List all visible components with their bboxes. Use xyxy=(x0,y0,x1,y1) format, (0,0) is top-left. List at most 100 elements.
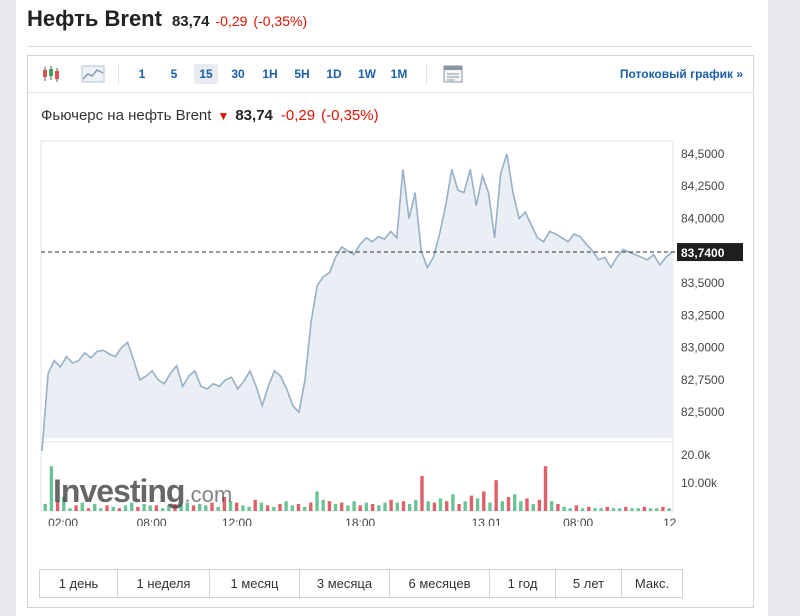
toolbar-separator xyxy=(426,64,427,84)
volume-bar xyxy=(482,491,486,511)
timeframe-5-button[interactable]: 5 xyxy=(170,67,178,81)
range-selector: 1 день 1 неделя 1 месяц 3 месяца 6 месяц… xyxy=(39,569,683,598)
volume-bar xyxy=(648,508,653,511)
y-tick-label: 82,5000 xyxy=(681,405,725,419)
range-5-years-button[interactable]: 5 лет xyxy=(556,570,622,597)
range-1-month-button[interactable]: 1 месяц xyxy=(210,570,300,597)
header-divider xyxy=(27,46,752,47)
volume-bar xyxy=(537,499,542,511)
timeframe-1-button[interactable]: 1 xyxy=(138,67,146,81)
contract-change: -0,29 xyxy=(280,107,316,124)
volume-bar xyxy=(618,508,622,511)
volume-bar xyxy=(611,508,616,511)
volume-bar xyxy=(340,502,344,511)
volume-bar xyxy=(105,505,109,511)
timeframe-1h-button[interactable]: 1H xyxy=(262,67,278,81)
volume-bar xyxy=(160,508,165,511)
down-arrow-icon: ▼ xyxy=(217,108,230,123)
range-1-day-button[interactable]: 1 день xyxy=(40,570,118,597)
timeframe-15-button[interactable]: 15 xyxy=(194,64,218,84)
candlestick-icon[interactable] xyxy=(40,63,62,85)
volume-bar xyxy=(99,508,103,511)
volume-bar xyxy=(241,505,245,511)
volume-bar xyxy=(55,501,60,511)
volume-bar xyxy=(93,504,97,511)
volume-bar xyxy=(321,499,325,511)
toolbar-separator xyxy=(118,64,119,84)
volume-bar xyxy=(475,498,480,511)
volume-bar xyxy=(111,506,115,511)
volume-bar xyxy=(123,505,128,511)
volume-bar xyxy=(346,505,350,511)
volume-bar xyxy=(142,504,146,511)
volume-bar xyxy=(167,505,171,511)
volume-bar xyxy=(198,504,202,511)
volume-bar xyxy=(494,480,498,511)
volume-bar xyxy=(303,506,307,511)
volume-bar xyxy=(364,502,369,511)
volume-bar xyxy=(543,466,548,511)
volume-bar xyxy=(605,506,609,511)
volume-bar xyxy=(284,501,288,511)
volume-bar xyxy=(383,502,387,511)
x-tick-label: 12:00 xyxy=(222,516,252,526)
volume-bar xyxy=(222,497,227,511)
volume-bar xyxy=(272,506,276,511)
volume-bar xyxy=(74,505,78,511)
volume-bar xyxy=(414,499,418,511)
price-line xyxy=(41,153,673,451)
y-tick-label: 84,0000 xyxy=(681,211,725,225)
price-chart[interactable]: 83,7400 84,5000 84,2500 84,0000 83,5000 83,25… xyxy=(28,56,753,526)
volume-bar xyxy=(630,508,634,511)
y-tick-label: 83,2500 xyxy=(681,308,725,322)
volume-bar xyxy=(506,497,511,511)
range-6-months-button[interactable]: 6 месяцев xyxy=(390,570,490,597)
volume-bar xyxy=(377,505,381,511)
volume-bar xyxy=(265,505,270,511)
volume-bar xyxy=(420,476,424,511)
streaming-chart-link[interactable]: Потоковый график » xyxy=(619,67,743,81)
timeframe-1d-button[interactable]: 1D xyxy=(326,67,342,81)
y-tick-label: 83,0000 xyxy=(681,341,725,355)
volume-bar xyxy=(500,501,504,511)
volume-bar xyxy=(154,505,159,511)
chart-subheader: Фьючерс на нефть Brent ▼ 83,74 -0,29 (-0… xyxy=(41,107,385,124)
volume-bar xyxy=(599,508,603,511)
investing-logo: Investing.com xyxy=(53,473,232,510)
volume-bar xyxy=(315,491,319,511)
area-chart-icon[interactable] xyxy=(80,63,106,85)
volume-bar xyxy=(513,494,517,511)
range-1-week-button[interactable]: 1 неделя xyxy=(118,570,210,597)
volume-bar xyxy=(68,508,72,511)
contract-name: Фьючерс на нефть Brent xyxy=(41,107,212,124)
timeframe-1m-button[interactable]: 1M xyxy=(390,67,408,81)
left-background-rail xyxy=(0,0,16,616)
range-3-months-button[interactable]: 3 месяца xyxy=(300,570,390,597)
volume-bar xyxy=(43,504,47,511)
chart-settings-icon[interactable] xyxy=(442,63,464,85)
instrument-header: Нефть Brent 83,74 -0,29 (-0,35%) xyxy=(27,6,313,32)
volume-bar xyxy=(463,501,467,511)
timeframe-1w-button[interactable]: 1W xyxy=(358,67,376,81)
timeframe-30-button[interactable]: 30 xyxy=(231,67,245,81)
volume-bar xyxy=(290,505,294,511)
timeframe-5h-button[interactable]: 5H xyxy=(294,67,310,81)
range-max-button[interactable]: Макс. xyxy=(634,576,670,591)
volume-bar xyxy=(358,505,362,511)
x-tick-label: 02:00 xyxy=(48,516,78,526)
volume-bar xyxy=(438,498,443,511)
volume-bar xyxy=(624,506,628,511)
volume-bar xyxy=(370,504,375,511)
volume-bar xyxy=(62,497,66,511)
y-tick-label: 82,7500 xyxy=(681,373,725,387)
volume-bar xyxy=(568,508,572,511)
volume-bar xyxy=(655,508,659,511)
volume-bar xyxy=(228,501,233,511)
volume-bar xyxy=(352,501,356,511)
range-1-year-button[interactable]: 1 год xyxy=(490,570,556,597)
x-tick-label: 08:00 xyxy=(137,516,167,526)
volume-bar xyxy=(469,495,474,511)
volume-bar xyxy=(216,506,220,511)
header-change-percent: (-0,35%) xyxy=(253,13,308,29)
volume-bar xyxy=(130,502,134,511)
